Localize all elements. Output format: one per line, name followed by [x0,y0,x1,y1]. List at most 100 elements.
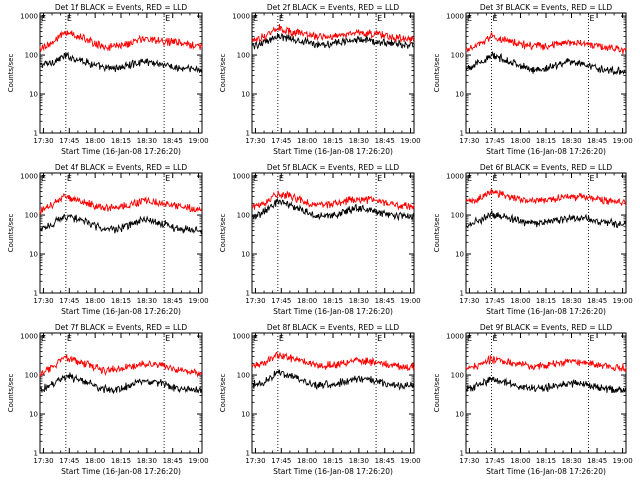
x-tick-label: 18:45 [587,137,607,145]
series-events-line [465,50,627,76]
y-tick-label: 100 [451,212,464,220]
x-axis-label: Start Time (16-Jan-08 17:26:20) [486,147,606,156]
y-tick-label: 1 [460,290,464,298]
y-tick-label: 10 [29,91,38,99]
y-axis-label: Counts/sec [7,54,15,93]
y-axis-label: Counts/sec [433,214,441,253]
x-tick-label: 18:30 [349,137,369,145]
y-tick-label: 100 [451,372,464,380]
x-tick-label: 18:45 [587,297,607,305]
event-marker-label: E [279,334,284,343]
y-tick-label: 1000 [446,13,464,21]
event-marker-label: E [67,334,72,343]
y-tick-label: 10 [455,411,464,419]
series-events-line [251,369,415,391]
y-axis-label: Counts/sec [7,374,15,413]
y-tick-label: 1000 [446,333,464,341]
y-tick-label: 10 [29,251,38,259]
event-marker-label: E [67,174,72,183]
y-tick-label: 100 [237,52,250,60]
x-tick-label: 17:45 [271,297,291,305]
panel-title: Det 3f BLACK = Events, RED = LLD [480,3,613,12]
y-tick-label: 1000 [232,173,250,181]
panel-4: Det 4f BLACK = Events, RED = LLD Counts/s… [7,163,209,316]
x-axis-label: Start Time (16-Jan-08 17:26:20) [61,307,181,316]
event-marker-label: E [377,334,382,343]
x-tick-label: 18:15 [536,457,556,465]
event-marker-label: E [590,334,595,343]
plot-frame [251,332,415,454]
event-marker-label: E [279,174,284,183]
start-marker-label: E [41,334,46,343]
panel-title: Det 4f BLACK = Events, RED = LLD [55,163,188,172]
x-tick-label: 19:00 [613,457,633,465]
y-tick-label: 1 [34,130,38,138]
series-events-line [39,51,203,74]
x-tick-label: 17:45 [485,297,505,305]
panel-title: Det 5f BLACK = Events, RED = LLD [267,163,400,172]
x-tick-label: 18:45 [163,457,183,465]
start-marker-label: E [41,174,46,183]
panel-9: Det 9f BLACK = Events, RED = LLD Counts/s… [433,323,633,476]
y-tick-label: 10 [455,251,464,259]
start-marker-label: E [253,334,258,343]
plot-frame [465,172,627,294]
series-lld-line [251,23,415,44]
x-tick-label: 18:15 [323,297,343,305]
y-tick-label: 1 [246,130,250,138]
panel-title: Det 2f BLACK = Events, RED = LLD [267,3,400,12]
y-tick-label: 100 [25,372,38,380]
event-marker-label: E [165,14,170,23]
y-tick-label: 1000 [232,13,250,21]
y-tick-label: 10 [455,91,464,99]
y-tick-label: 1 [460,130,464,138]
x-tick-label: 18:00 [510,457,530,465]
y-tick-label: 1000 [232,333,250,341]
x-tick-label: 18:30 [137,137,157,145]
series-lld-line [39,354,203,378]
series-events-line [39,213,203,235]
panel-title: Det 6f BLACK = Events, RED = LLD [480,163,613,172]
event-marker-label: E [67,14,72,23]
x-tick-label: 17:30 [245,297,265,305]
x-tick-label: 17:45 [59,137,79,145]
y-axis-label: Counts/sec [433,54,441,93]
y-tick-label: 1000 [20,13,38,21]
x-tick-label: 18:45 [375,457,395,465]
x-tick-label: 19:00 [613,297,633,305]
x-tick-label: 17:30 [245,457,265,465]
series-events-line [465,376,627,394]
x-tick-label: 19:00 [188,297,208,305]
panel-1: Det 1f BLACK = Events, RED = LLD Counts/s… [7,3,209,156]
x-tick-label: 18:30 [349,297,369,305]
x-tick-label: 18:00 [510,297,530,305]
x-tick-label: 18:15 [323,457,343,465]
panel-title: Det 1f BLACK = Events, RED = LLD [55,3,188,12]
panel-2: Det 2f BLACK = Events, RED = LLD Counts/s… [219,3,421,156]
y-tick-label: 100 [451,52,464,60]
x-tick-label: 19:00 [400,457,420,465]
x-tick-label: 18:00 [297,457,317,465]
y-tick-label: 1000 [20,333,38,341]
x-tick-label: 17:45 [271,457,291,465]
y-tick-label: 100 [237,212,250,220]
event-marker-label: E [279,14,284,23]
x-tick-label: 19:00 [188,457,208,465]
y-tick-label: 1 [246,450,250,458]
x-tick-label: 17:30 [459,457,479,465]
y-tick-label: 1 [460,450,464,458]
x-tick-label: 18:30 [561,137,581,145]
series-lld-line [39,30,203,53]
y-tick-label: 1 [34,450,38,458]
series-lld-line [465,32,627,55]
start-marker-label: E [467,334,472,343]
plot-frame [465,12,627,134]
x-axis-label: Start Time (16-Jan-08 17:26:20) [273,307,393,316]
event-marker-label: E [590,174,595,183]
start-marker-label: E [467,14,472,23]
y-axis-label: Counts/sec [7,214,15,253]
x-axis-label: Start Time (16-Jan-08 17:26:20) [61,467,181,476]
y-axis-label: Counts/sec [219,54,227,93]
panel-title: Det 8f BLACK = Events, RED = LLD [267,323,400,332]
y-axis-label: Counts/sec [219,214,227,253]
